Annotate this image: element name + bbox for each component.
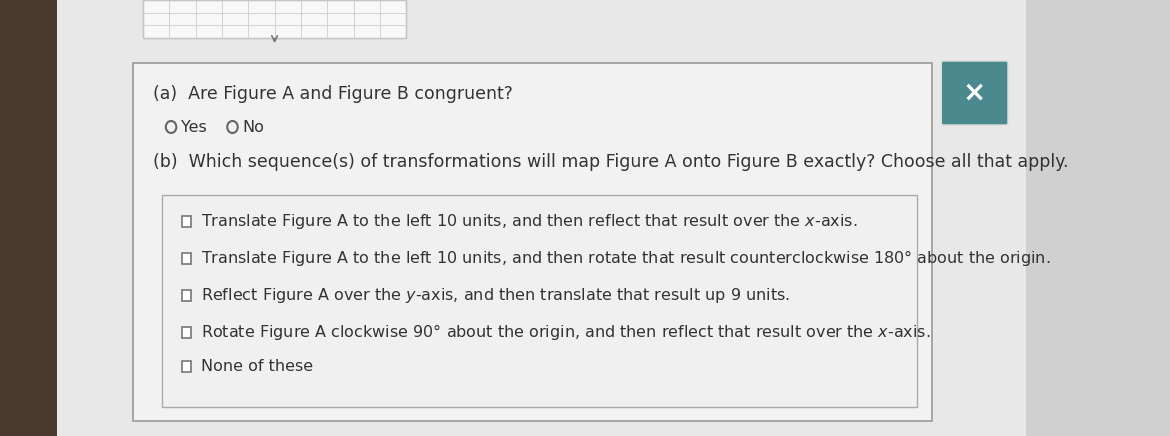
Text: (b)  Which sequence(s) of transformations will map Figure A onto Figure B exactl: (b) Which sequence(s) of transformations… — [152, 153, 1068, 171]
FancyBboxPatch shape — [143, 0, 406, 38]
FancyBboxPatch shape — [181, 290, 191, 300]
Text: Reflect Figure A over the $\mathit{y}$-axis, and then translate that result up $: Reflect Figure A over the $\mathit{y}$-a… — [201, 286, 790, 304]
FancyBboxPatch shape — [0, 0, 57, 436]
FancyBboxPatch shape — [133, 63, 931, 421]
Text: No: No — [242, 119, 264, 134]
Text: Yes: Yes — [180, 119, 206, 134]
Text: ×: × — [963, 79, 986, 107]
FancyBboxPatch shape — [163, 195, 917, 407]
Text: (a)  Are Figure A and Figure B congruent?: (a) Are Figure A and Figure B congruent? — [152, 85, 512, 103]
FancyBboxPatch shape — [181, 252, 191, 263]
Text: Rotate Figure A clockwise $\mathit{90}$° about the origin, and then reflect that: Rotate Figure A clockwise $\mathit{90}$°… — [201, 322, 930, 342]
Text: None of these: None of these — [201, 358, 314, 374]
FancyBboxPatch shape — [181, 327, 191, 337]
FancyBboxPatch shape — [181, 215, 191, 226]
FancyBboxPatch shape — [942, 61, 1009, 125]
Text: Translate Figure A to the left $\mathit{10}$ units, and then reflect that result: Translate Figure A to the left $\mathit{… — [201, 211, 858, 231]
FancyBboxPatch shape — [57, 0, 1026, 436]
FancyBboxPatch shape — [181, 361, 191, 371]
Text: Translate Figure A to the left $\mathit{10}$ units, and then rotate that result : Translate Figure A to the left $\mathit{… — [201, 248, 1051, 268]
